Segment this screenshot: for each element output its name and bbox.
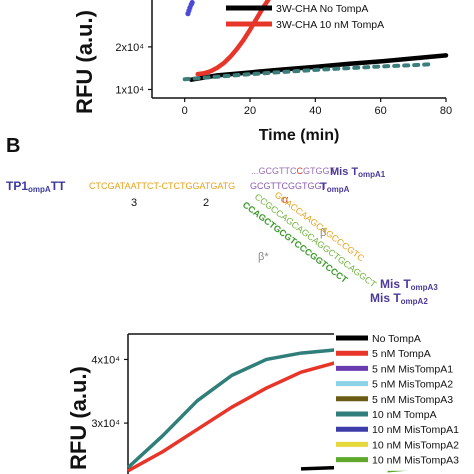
top-x-tick-label: 80 <box>440 105 452 117</box>
mis-tompa1-label-main: Mis T <box>330 166 358 178</box>
main-strand-seq: CTCGATAATTCT-CTCTGGATGATG <box>89 181 235 191</box>
mis-tompa1-seq: ...GCGTTCCGTGGT <box>251 166 335 176</box>
bottom-legend-label: 10 nM MisTompA2 <box>372 439 459 451</box>
top-x-ticks: 0 20 40 60 80 <box>182 98 452 117</box>
beta-star-label: β* <box>258 251 269 263</box>
mis-tompa3-label-main: Mis T <box>380 277 411 291</box>
top-series-3-line <box>182 62 432 82</box>
bottom-y-axis-label: RFU (a.u.) <box>66 366 91 470</box>
mis-tompa1-label: Mis TompA1 <box>330 166 386 179</box>
bottom-legend-label: 10 nM MisTompA1 <box>372 424 459 436</box>
mis-seq-suffix: GTGGT <box>303 166 335 176</box>
diagonal-strand-2: CCGCCAGCAGCAGGCTGCAGGCT <box>253 192 379 290</box>
bottom-y-tick-label: 3x10⁴ <box>91 418 120 430</box>
bottom-legend-label: 5 nM MisTompA2 <box>372 379 453 391</box>
tp1-label-sub: ompA <box>28 185 51 194</box>
bottom-legend-label: 5 nM TompA <box>372 348 431 360</box>
diagonal-strand-1: GCACCAAGCAGCCCGTC <box>273 190 367 264</box>
bottom-y-tick-label: 4x10⁴ <box>91 354 120 366</box>
bottom-legend-label: 5 nM MisTompA3 <box>372 394 453 406</box>
top-legend: 3W-CHA No TompA 3W-CHA 10 nM TompA <box>226 3 384 31</box>
mis-tompa1-label-sub: ompA1 <box>358 170 386 179</box>
mis-seq-mismatch: C <box>297 166 304 176</box>
mis-tompa2-label: Mis TompA2 <box>370 291 428 306</box>
tp1-label: TP1ompATT <box>6 179 66 194</box>
top-x-axis-label: Time (min) <box>259 127 340 144</box>
top-series-2-point <box>189 0 195 6</box>
domain-number-2: 2 <box>203 197 209 209</box>
mis-tompa2-label-main: Mis T <box>370 291 401 305</box>
top-legend-label-2: 3W-CHA 10 nM TompA <box>276 19 384 31</box>
top-x-tick-label: 60 <box>375 105 387 117</box>
mis-tompa3-label-sub: ompA3 <box>411 283 439 292</box>
tompa-label: TompA <box>320 181 350 194</box>
bottom-legend-label: No TompA <box>372 333 421 345</box>
top-y-axis-label: RFU (a.u.) <box>72 10 97 114</box>
domain-number-3: 3 <box>131 197 137 209</box>
tompa-seq: GCGTTCGGTGGT <box>250 181 327 191</box>
mis-seq-prefix: ...GCGTTC <box>251 166 297 176</box>
top-legend-label-1: 3W-CHA No TompA <box>276 3 368 15</box>
top-chart: 0 20 40 60 80 1x10⁴ 2x10⁴ RFU (a.u.) Time (mi… <box>72 0 452 144</box>
top-series-1-line <box>195 0 271 77</box>
diagram-panel: B ...GCGTTCCGTGGT Mis TompA1 TP1ompATT C… <box>6 135 438 306</box>
bottom-legend-label: 10 nM MisTompA3 <box>372 455 459 467</box>
tompa-label-main: T <box>320 181 327 193</box>
beta-label: β <box>320 227 326 239</box>
top-y-ticks: 1x10⁴ 2x10⁴ <box>115 42 152 96</box>
mis-tompa3-label: Mis TompA3 <box>380 277 438 292</box>
bottom-legend: No TompA 5 nM TompA 5 nM MisTompA1 5 nM Mis… <box>334 330 474 471</box>
bottom-y-ticks: 4x10⁴ 3x10⁴ <box>91 354 128 430</box>
top-x-tick-label: 40 <box>309 105 321 117</box>
top-x-tick-label: 20 <box>244 105 256 117</box>
mis-tompa2-label-sub: ompA2 <box>401 297 429 306</box>
tompa-label-sub: ompA <box>327 185 350 194</box>
panel-label: B <box>6 135 20 157</box>
alpha-label: α <box>282 194 289 206</box>
bottom-legend-label: 5 nM MisTompA1 <box>372 363 453 375</box>
top-x-tick-label: 0 <box>182 105 188 117</box>
bottom-legend-label: 10 nM TompA <box>372 409 437 421</box>
top-series <box>182 0 449 82</box>
tp1-label-main: TP1 <box>6 179 28 193</box>
tp1-tt: TT <box>51 179 66 193</box>
bottom-chart: 4x10⁴ 3x10⁴ RFU (a.u.) No TompA 5 nM TompA… <box>66 330 474 474</box>
top-y-tick-label: 1x10⁴ <box>115 84 144 96</box>
top-y-tick-label: 2x10⁴ <box>115 42 144 54</box>
